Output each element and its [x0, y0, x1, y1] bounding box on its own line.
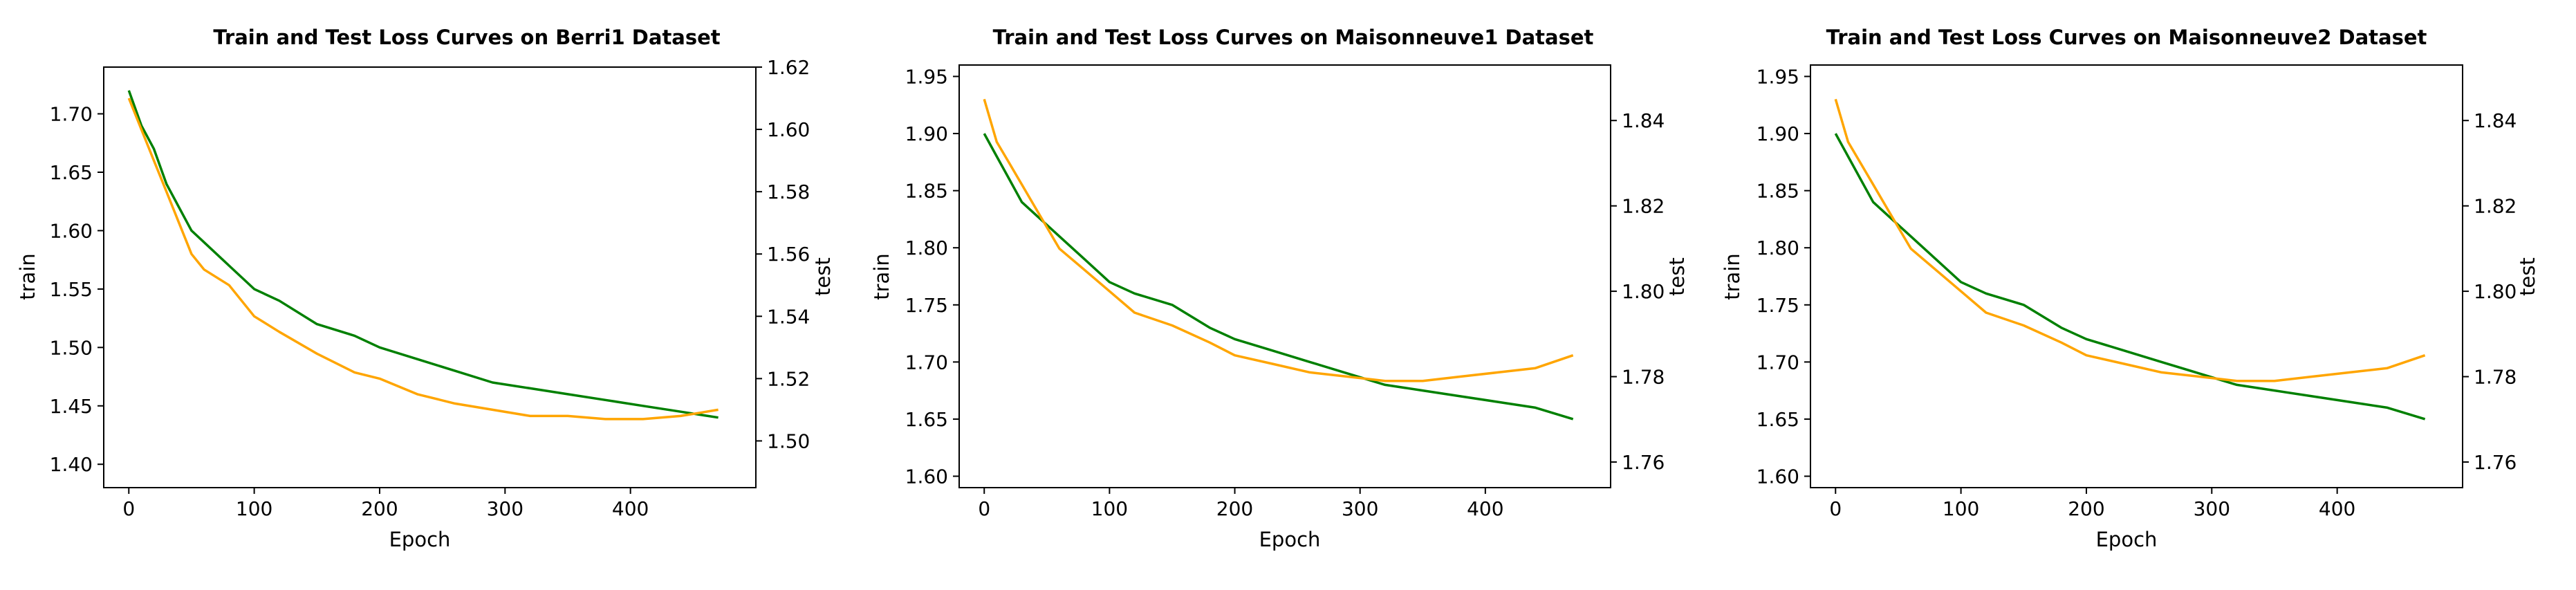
- x-tick-label: 300: [487, 497, 523, 520]
- x-tick-label: 400: [2319, 497, 2355, 520]
- test-loss-line: [127, 98, 719, 421]
- y-right-tick-label: 1.50: [767, 430, 810, 452]
- y-left-tick-label: 1.75: [1757, 294, 1799, 317]
- x-tick-label: 300: [1342, 497, 1378, 520]
- x-tick-label: 200: [361, 497, 398, 520]
- y-right-tick-label: 1.78: [2474, 366, 2517, 389]
- x-tick-label: 400: [1467, 497, 1503, 520]
- y-left-tick-label: 1.80: [1757, 237, 1799, 259]
- test-loss-line: [1834, 98, 2426, 382]
- train-loss-line: [983, 133, 1574, 421]
- y-left-tick-label: 1.60: [905, 465, 948, 488]
- chart-title: Train and Test Loss Curves on Berri1 Dat…: [213, 26, 720, 49]
- x-tick-label: 400: [612, 497, 649, 520]
- y-axis-label-test: test: [811, 257, 835, 296]
- y-right-tick-label: 1.76: [2474, 451, 2517, 474]
- y-left-tick-label: 1.55: [50, 278, 93, 301]
- y-left-tick-label: 1.85: [1757, 180, 1799, 203]
- y-axis-label-train: train: [16, 253, 39, 300]
- y-axis-label-test: test: [2516, 257, 2539, 296]
- y-left-tick-label: 1.60: [1757, 465, 1799, 488]
- series-group: [127, 90, 719, 421]
- y-right-tick-label: 1.84: [1622, 109, 1665, 132]
- y-right-tick-label: 1.62: [767, 56, 810, 79]
- y-right-tick-label: 1.82: [2474, 195, 2517, 218]
- y-left-tick-label: 1.40: [50, 453, 93, 476]
- chart-panel-maisonneuve1: Train and Test Loss Curves on Maisonneuv…: [870, 26, 1689, 551]
- plot-area: [103, 66, 757, 488]
- y-left-tick-label: 1.70: [1757, 351, 1799, 374]
- y-left-tick-label: 1.90: [905, 122, 948, 145]
- y-right-tick-label: 1.80: [1622, 280, 1665, 303]
- y-left-tick-label: 1.65: [1757, 408, 1799, 431]
- y-axis-label-test: test: [1665, 257, 1689, 296]
- x-tick-label: 0: [978, 497, 990, 520]
- y-right-tick-label: 1.82: [1622, 195, 1665, 218]
- plot-area: [958, 64, 1611, 488]
- x-axis-label: Epoch: [1259, 528, 1321, 551]
- chart-title: Train and Test Loss Curves on Maisonneuv…: [993, 26, 1594, 49]
- y-right-tick-label: 1.84: [2474, 109, 2517, 132]
- y-right-tick-label: 1.56: [767, 243, 810, 266]
- x-axis-label: Epoch: [389, 528, 451, 551]
- y-right-tick-label: 1.76: [1622, 451, 1665, 474]
- tick-group: 0 100 200 300 400 1.60 1.65 1.70 1.75 1.80 1.85 1.9…: [905, 66, 1665, 520]
- x-tick-label: 100: [236, 497, 272, 520]
- y-right-tick-label: 1.58: [767, 181, 810, 203]
- train-loss-line: [127, 90, 719, 419]
- y-axis-label-train: train: [1721, 253, 1744, 300]
- x-tick-label: 0: [122, 497, 135, 520]
- chart-panel-maisonneuve2: Train and Test Loss Curves on Maisonneuv…: [1721, 26, 2539, 551]
- x-axis-label: Epoch: [2096, 528, 2158, 551]
- y-left-tick-label: 1.75: [905, 294, 948, 317]
- y-right-tick-label: 1.60: [767, 118, 810, 141]
- chart-panel-berri1: Train and Test Loss Curves on Berri1 Dat…: [16, 26, 835, 551]
- y-left-tick-label: 1.95: [1757, 66, 1799, 89]
- y-left-tick-label: 1.85: [905, 180, 948, 203]
- train-loss-line: [1834, 133, 2426, 421]
- tick-group: 0 100 200 300 400 1.40 1.45 1.50 1.55 1.60 1.65 1.7…: [50, 56, 810, 520]
- test-loss-line: [983, 98, 1574, 382]
- chart-title: Train and Test Loss Curves on Maisonneuv…: [1826, 26, 2427, 49]
- y-left-tick-label: 1.45: [50, 395, 93, 418]
- y-left-tick-label: 1.60: [50, 219, 93, 242]
- y-right-tick-label: 1.80: [2474, 280, 2517, 303]
- y-right-tick-label: 1.52: [767, 367, 810, 390]
- y-left-tick-label: 1.65: [50, 161, 93, 184]
- y-left-tick-label: 1.70: [50, 103, 93, 126]
- x-tick-label: 100: [1091, 497, 1128, 520]
- y-left-tick-label: 1.50: [50, 336, 93, 359]
- y-right-tick-label: 1.54: [767, 305, 810, 328]
- tick-group: 0 100 200 300 400 1.60 1.65 1.70 1.75 1.80 1.85 1.9…: [1757, 66, 2517, 520]
- y-left-tick-label: 1.95: [905, 66, 948, 89]
- y-left-tick-label: 1.65: [905, 408, 948, 431]
- y-right-tick-label: 1.78: [1622, 366, 1665, 389]
- x-tick-label: 0: [1829, 497, 1842, 520]
- x-tick-label: 200: [1216, 497, 1253, 520]
- y-left-tick-label: 1.90: [1757, 122, 1799, 145]
- y-axis-label-train: train: [870, 253, 893, 300]
- y-left-tick-label: 1.80: [905, 237, 948, 259]
- plot-area: [1810, 64, 2463, 488]
- x-tick-label: 200: [2068, 497, 2104, 520]
- series-group: [983, 98, 1574, 421]
- x-tick-label: 300: [2194, 497, 2230, 520]
- y-left-tick-label: 1.70: [905, 351, 948, 374]
- series-group: [1834, 98, 2426, 421]
- x-tick-label: 100: [1943, 497, 1979, 520]
